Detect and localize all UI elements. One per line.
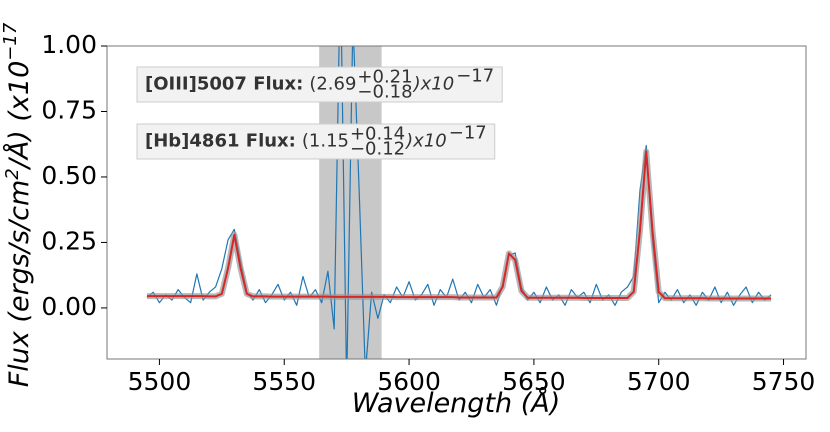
annotation-label: [OIII]5007 Flux: [145, 74, 303, 95]
y-label-exp: −17 [0, 22, 21, 61]
annotation-box [136, 123, 496, 160]
x-tick-label: 5750 [752, 367, 816, 396]
x-tick-label: 5650 [502, 367, 566, 396]
annotation-paren: ( [309, 74, 316, 95]
series-line [146, 150, 772, 300]
y-tick-label: 0.50 [41, 161, 97, 190]
annotation-upper-error: +0.21 [357, 67, 412, 88]
x-tick-label: 5550 [252, 367, 316, 396]
annotation: [OIII]5007 Flux: (2.69 +0.21−0.18)x10 −17 [136, 66, 503, 103]
x-tick-label: 5700 [627, 367, 691, 396]
annotation-upper-error: +0.14 [350, 124, 405, 145]
annotation: [Hb]4861 Flux: (1.15 +0.14−0.12)x10 −17 [136, 123, 496, 160]
annotation-label: [Hb]4861 Flux: [145, 131, 296, 152]
annotation-scale: )x10 [404, 131, 447, 152]
annotation-scale: )x10 [412, 74, 455, 95]
y-tick-label: 0.00 [41, 292, 97, 321]
x-tick-label: 5600 [377, 367, 441, 396]
y-tick-label: 1.00 [41, 30, 97, 59]
annotation-exponent: −17 [449, 123, 487, 144]
annotation-lower-error: −0.12 [350, 139, 405, 160]
x-tick-label: 5500 [128, 367, 192, 396]
y-label-start: Flux (ergs/s/cm [4, 180, 35, 388]
plot-area [146, 46, 772, 359]
annotation-value: 2.69 [316, 74, 356, 95]
y-label-middle: /Å) (x10 [3, 61, 35, 171]
model-spread [146, 148, 772, 302]
annotation-value: 1.15 [309, 131, 349, 152]
axes-frame [106, 45, 807, 360]
annotation-exponent: −17 [456, 66, 494, 87]
x-axis-label: Wavelength (Å) [352, 387, 561, 419]
y-axis-label: Flux (ergs/s/cm2/Å) (x10−17 [0, 22, 35, 387]
annotation-lower-error: −0.18 [357, 82, 412, 103]
annotation-box [136, 66, 503, 103]
y-label-sup: 2 [2, 168, 23, 179]
y-tick-label: 0.25 [41, 226, 97, 255]
annotation-paren: ( [302, 131, 309, 152]
series-line [146, 46, 772, 359]
y-tick-label: 0.75 [41, 95, 97, 124]
